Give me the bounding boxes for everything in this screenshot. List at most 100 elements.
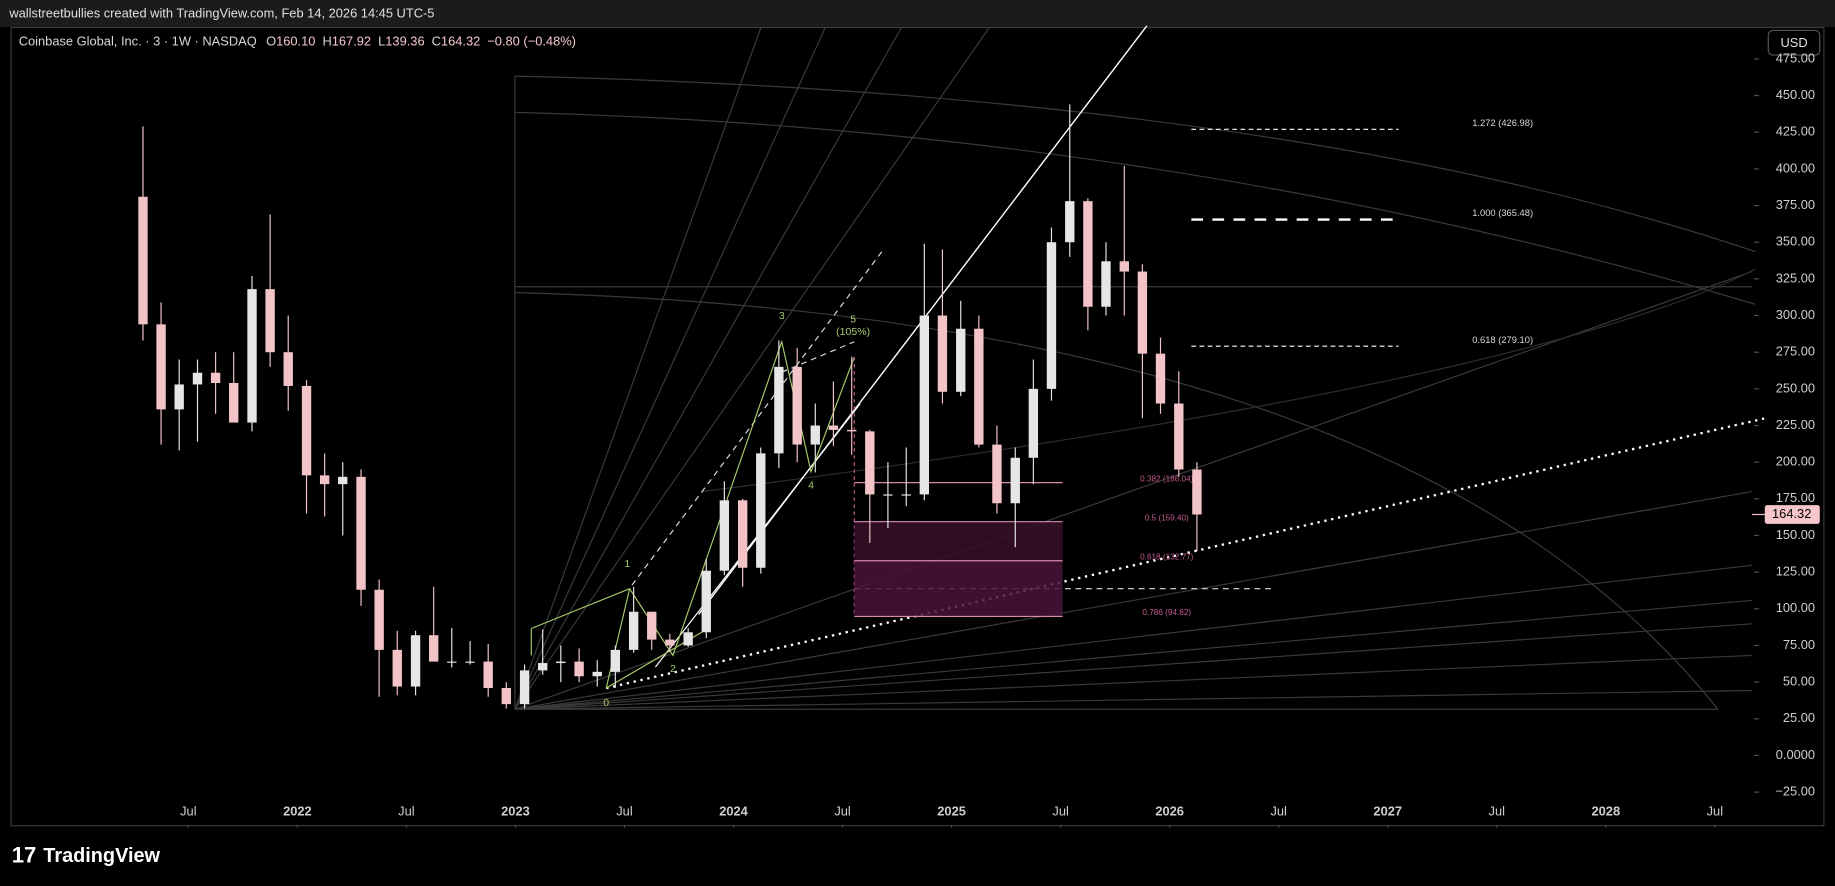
fib-zone <box>854 560 1063 617</box>
last-price-box <box>1764 505 1820 524</box>
candle-body <box>719 500 730 571</box>
currency-label[interactable]: USD <box>1780 35 1807 50</box>
candle-body <box>574 661 584 677</box>
candle-body <box>883 494 893 496</box>
y-tick-label: 50.00 <box>1783 674 1815 689</box>
candle-body <box>319 475 330 485</box>
candle-body <box>756 453 766 568</box>
drawings: 0 1 2 3 4 5(105%) <box>514 25 1768 710</box>
ohlc-value: 167.92 <box>332 34 371 49</box>
ohlc-value: 139.36 <box>385 34 424 49</box>
logo-mark: 17 <box>12 843 37 868</box>
candle-body <box>465 661 475 663</box>
fib-label: 1.272 (426.98) <box>1472 118 1533 128</box>
plot: 475.00450.00425.00400.00375.00350.00325.… <box>138 50 1820 828</box>
x-tick-label: 2026 <box>1155 804 1184 819</box>
y-tick-label: 0.0000 <box>1776 747 1815 762</box>
x-tick-label: 2028 <box>1591 804 1620 819</box>
logo: TradingView <box>43 845 160 867</box>
x-tick-label: Jul <box>834 804 850 819</box>
y-tick-label: 225.00 <box>1776 417 1815 432</box>
y-tick-label: 275.00 <box>1776 344 1815 359</box>
change: −0.80 (−0.48%) <box>487 34 576 49</box>
wave-label: 5 <box>850 313 856 325</box>
trend-line <box>631 248 885 586</box>
candle-body <box>519 670 530 705</box>
fan-line <box>514 27 826 710</box>
candle-body <box>919 315 930 495</box>
candle-body <box>1119 261 1129 272</box>
y-tick-label: 300.00 <box>1776 307 1815 322</box>
ohlc-label: H <box>322 34 331 49</box>
wave-label: 4 <box>808 479 814 491</box>
fan-line <box>514 623 1752 710</box>
chart-frame <box>10 26 1825 827</box>
x-tick-label: Jul <box>398 804 414 819</box>
wave-label: 3 <box>779 310 785 322</box>
wave-label: (105%) <box>836 326 870 338</box>
attribution: wallstreetbullies created with TradingVi… <box>8 5 434 20</box>
candle-body <box>210 372 221 383</box>
candle-body <box>701 570 711 633</box>
candle-body <box>828 425 839 430</box>
candle-body <box>647 611 657 640</box>
fan-line <box>514 27 902 710</box>
candle-body <box>1174 403 1184 470</box>
candle-body <box>683 632 693 646</box>
y-tick-label: 400.00 <box>1776 160 1815 175</box>
y-tick-label: 25.00 <box>1783 710 1815 725</box>
y-tick-label: 250.00 <box>1776 380 1815 395</box>
y-tick-label: 75.00 <box>1783 637 1815 652</box>
y-tick-label: 125.00 <box>1776 564 1815 579</box>
candle-body <box>774 366 784 454</box>
candle-body <box>1192 469 1202 515</box>
candle-body <box>610 649 621 672</box>
wave-label: 0 <box>603 697 609 709</box>
fib-label: 0.618 (279.10) <box>1472 335 1533 345</box>
y-tick-label: 450.00 <box>1776 87 1815 102</box>
x-tick-label: 2022 <box>283 804 312 819</box>
arc <box>514 292 1719 710</box>
x-tick-label: Jul <box>1707 804 1723 819</box>
x-tick-label: 2027 <box>1373 804 1402 819</box>
candle-body <box>138 196 148 325</box>
candle-body <box>937 315 948 392</box>
candle-body <box>265 289 275 353</box>
fib-label: 0.5 (159.40) <box>1145 513 1189 522</box>
fan-line <box>514 271 1753 710</box>
x-tick-label: 2025 <box>937 804 966 819</box>
candle-body <box>447 661 457 663</box>
candle-body <box>192 372 203 385</box>
candle-body <box>992 444 1002 504</box>
candle-body <box>556 661 566 664</box>
candle-body <box>1010 457 1020 504</box>
candle-body <box>392 649 402 687</box>
y-tick-label: 175.00 <box>1776 490 1815 505</box>
candle-body <box>338 476 348 485</box>
fib-label: 0.382 (186.04) <box>1140 474 1194 483</box>
wave-label: 1 <box>624 558 630 570</box>
wave-line <box>605 588 631 689</box>
ohlc-label: C <box>432 34 441 49</box>
y-tick-label: 150.00 <box>1776 527 1815 542</box>
candle-body <box>428 635 439 662</box>
candle-body <box>1046 242 1057 389</box>
fan-line <box>514 599 1752 710</box>
currency-button[interactable] <box>1767 29 1821 56</box>
last-price-label: 164.32 <box>1772 506 1811 521</box>
symbol: Coinbase Global, Inc. · 3 · 1W · NASDAQ <box>19 34 257 49</box>
y-tick-label: 475.00 <box>1776 50 1815 65</box>
y-tick-label: 350.00 <box>1776 234 1815 249</box>
fan-line <box>514 654 1752 710</box>
ohlc-value: 164.32 <box>441 34 480 49</box>
top-bar <box>0 0 1835 27</box>
candle-body <box>1137 271 1148 354</box>
candle-body <box>956 328 966 392</box>
y-tick-label: 425.00 <box>1776 124 1815 139</box>
candle-body <box>1101 261 1111 307</box>
candle-body <box>174 384 184 410</box>
candle-body <box>301 385 312 476</box>
